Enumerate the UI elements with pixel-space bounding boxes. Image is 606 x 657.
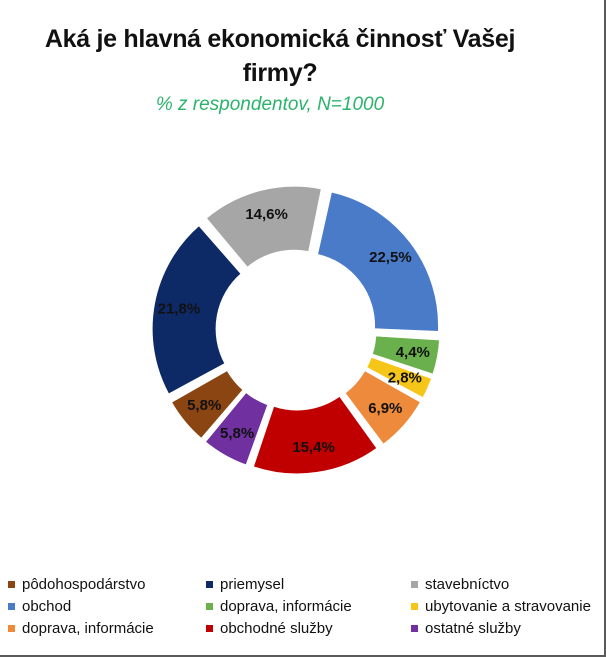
legend-item: obchod: [4, 595, 202, 617]
legend-swatch: [8, 602, 15, 610]
legend-swatch: [8, 624, 15, 632]
donut-slice-4: [252, 395, 378, 475]
legend-swatch: [206, 580, 213, 588]
frame-border-bottom: [0, 655, 606, 657]
donut-slice-2: [365, 356, 433, 399]
legend-swatch: [411, 602, 418, 610]
legend-item: doprava, informácie: [4, 617, 202, 639]
donut-slices: [151, 185, 441, 475]
legend-label: priemysel: [220, 575, 285, 593]
slice-label-4: 15,4%: [292, 439, 335, 456]
slice-label-5: 5,8%: [220, 425, 254, 442]
legend-swatch: [411, 624, 418, 632]
donut-slice-1: [371, 335, 441, 375]
slice-label-2: 2,8%: [388, 370, 422, 387]
chart-subtitle: % z respondentov, N=1000: [155, 94, 385, 115]
legend-item: doprava, informácie: [202, 595, 407, 617]
legend-label: ostatné služby: [425, 619, 521, 637]
slice-label-1: 4,4%: [396, 344, 430, 361]
legend-item: pôdohospodárstvo: [4, 573, 202, 595]
donut-slice-5: [204, 391, 269, 466]
legend-label: pôdohospodárstvo: [22, 575, 146, 593]
legend-label: ubytovanie a stravovanie: [425, 597, 591, 615]
chart-title: Aká je hlavná ekonomická činnosť Vašej f…: [44, 25, 516, 87]
legend-swatch: [206, 624, 213, 632]
slice-label-7: 21,8%: [158, 300, 201, 317]
legend-item: ubytovanie a stravovanie: [407, 595, 604, 617]
donut-slice-8: [205, 185, 322, 268]
legend-label: doprava, informácie: [220, 597, 352, 615]
legend-swatch: [8, 580, 15, 588]
legend-item: ostatné služby: [407, 617, 604, 639]
slice-label-0: 22,5%: [369, 249, 412, 266]
chart-legend: pôdohospodárstvo priemysel stavebníctvo obc…: [4, 573, 604, 653]
legend-swatch: [411, 580, 418, 588]
slice-label-6: 5,8%: [187, 397, 221, 414]
donut-slice-3: [344, 369, 422, 445]
legend-label: stavebníctvo: [425, 575, 510, 593]
legend-label: obchodné služby: [220, 619, 333, 637]
donut-slice-7: [151, 224, 242, 395]
legend-item: obchodné služby: [202, 617, 407, 639]
legend-item: stavebníctvo: [407, 573, 604, 595]
slice-label-8: 14,6%: [245, 206, 288, 223]
donut-slice-0: [316, 191, 440, 332]
frame-border-right: [604, 0, 606, 657]
slice-label-3: 6,9%: [368, 400, 402, 417]
legend-swatch: [206, 602, 213, 610]
donut-slice-6: [170, 369, 244, 440]
legend-label: obchod: [22, 597, 72, 615]
legend-label: doprava, informácie: [22, 619, 154, 637]
legend-item: priemysel: [202, 573, 407, 595]
donut-slice-labels: 22,5% 4,4% 2,8% 6,9% 15,4% 5,8% 5,8% 21,8% 14,6%: [158, 206, 430, 456]
